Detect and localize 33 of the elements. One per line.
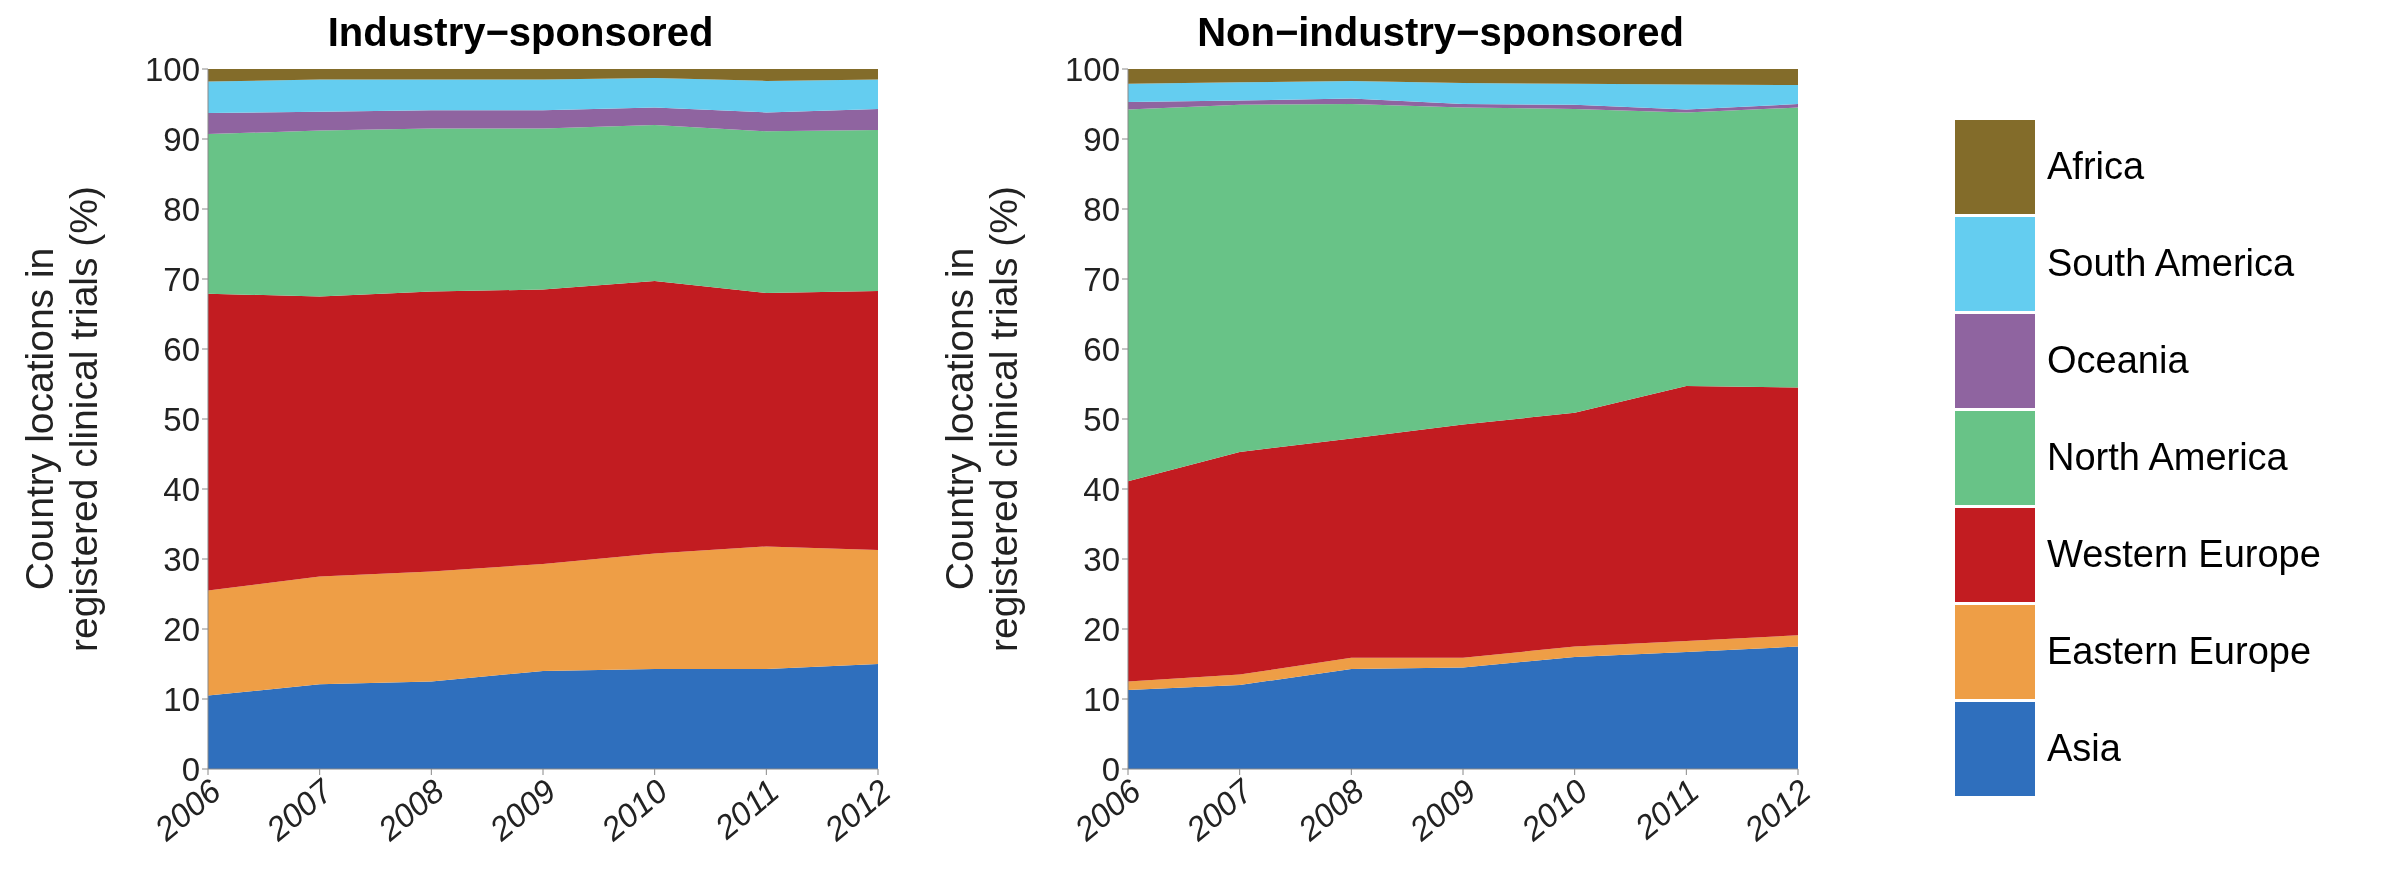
y-tick-label: 80: [163, 190, 200, 228]
y-tick-label: 30: [163, 540, 200, 578]
text: Oceania: [2047, 339, 2189, 382]
y-tick-label: 100: [1064, 50, 1120, 88]
y-tick-label: 10: [1083, 680, 1120, 718]
y-tick-label: 20: [163, 610, 200, 648]
y-tick-label: 50: [1083, 400, 1120, 438]
y-axis-title: Country locations in registered clinical trials (%): [18, 186, 105, 652]
chart-title: Industry−sponsored: [326, 10, 715, 55]
y-tick-label: 80: [1083, 190, 1120, 228]
text: South America: [2047, 242, 2295, 285]
text: Asia: [2047, 727, 2121, 770]
y-tick-label: 70: [1083, 260, 1120, 298]
text: Western Europe: [2047, 533, 2321, 576]
chart-title: Non−industry−sponsored: [1196, 10, 1685, 55]
text: Eastern Europe: [2047, 630, 2312, 673]
y-tick-label: 40: [163, 470, 200, 508]
y-tick-label: 100: [144, 50, 200, 88]
y-tick-label: 60: [163, 330, 200, 368]
y-tick-label: 30: [1083, 540, 1120, 578]
y-axis-title: Country locations in registered clinical trials (%): [938, 186, 1025, 652]
y-tick-label: 50: [163, 400, 200, 438]
text: Africa: [2047, 145, 2145, 188]
y-tick-label: 40: [1083, 470, 1120, 508]
y-tick-label: 60: [1083, 330, 1120, 368]
y-tick-label: 70: [163, 260, 200, 298]
y-tick-label: 90: [1083, 120, 1120, 158]
y-tick-label: 0: [181, 750, 200, 788]
y-tick-label: 0: [1101, 750, 1120, 788]
text: North America: [2047, 436, 2288, 479]
y-tick-label: 90: [163, 120, 200, 158]
y-tick-label: 10: [163, 680, 200, 718]
y-tick-label: 20: [1083, 610, 1120, 648]
